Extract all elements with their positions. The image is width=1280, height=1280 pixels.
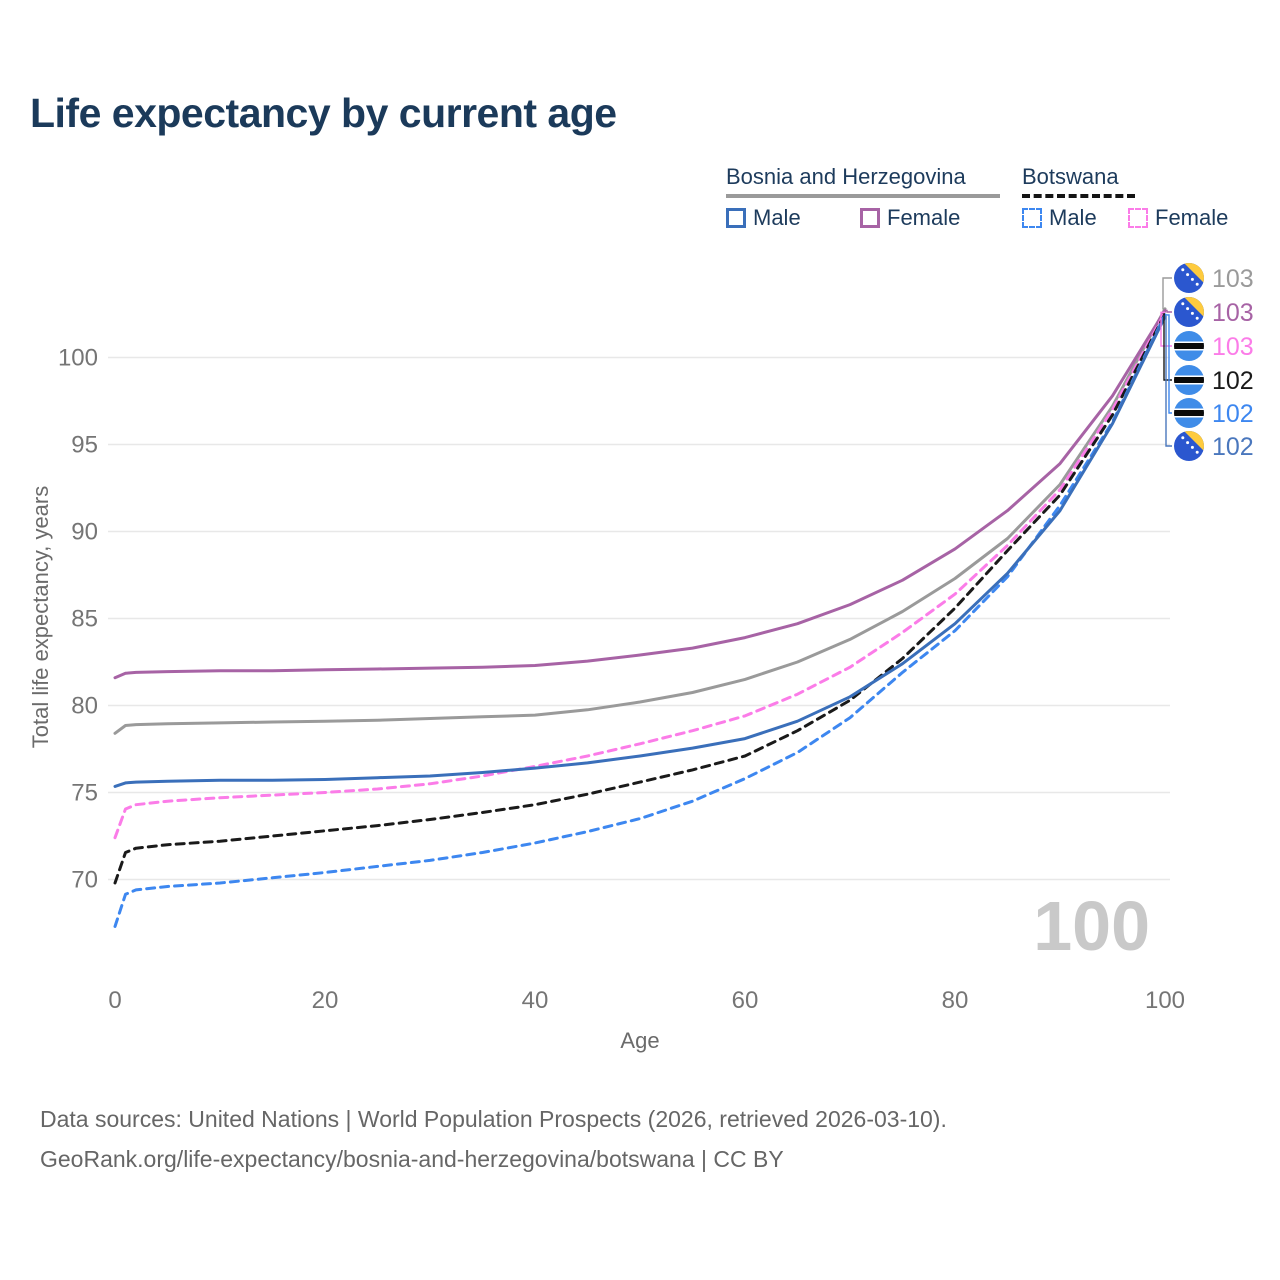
- series-line-bosnia-and-herzegovina-male: [113, 315, 1167, 788]
- end-value-label-2: 103: [1212, 333, 1254, 361]
- legend-item-botswana-female[interactable]: Female: [1128, 205, 1228, 231]
- series-line-bosnia-and-herzegovina-all: [113, 307, 1167, 735]
- legend-item-bosnia-male[interactable]: Male: [726, 205, 801, 231]
- series-line-botswana-female: [113, 310, 1167, 840]
- series-line-bosnia-and-herzegovina-female: [113, 309, 1167, 680]
- legend-country-botswana: Botswana: [1022, 164, 1119, 189]
- x-tick-label-80: 80: [942, 987, 969, 1014]
- x-tick-label-40: 40: [522, 987, 549, 1014]
- series-line-botswana-male: [113, 313, 1167, 928]
- leader-line-0: [1162, 277, 1172, 310]
- flag-icon-bosnia-and-herzegovina: [1174, 297, 1204, 327]
- y-tick-label-75: 75: [71, 780, 98, 807]
- legend-swatch-bosnia-male: [726, 208, 746, 228]
- legend-item-botswana-male[interactable]: Male: [1022, 205, 1097, 231]
- y-tick-label-85: 85: [71, 606, 98, 633]
- legend-label-bosnia-female: Female: [887, 205, 961, 230]
- leader-line-3: [1163, 313, 1172, 381]
- legend-underline-bosnia: [726, 194, 1000, 198]
- end-value-label-4: 102: [1212, 400, 1254, 428]
- legend-label-botswana-female: Female: [1155, 205, 1229, 230]
- flag-icon-bosnia-and-herzegovina: [1174, 263, 1204, 293]
- age-counter-watermark: 100: [1033, 887, 1150, 965]
- x-tick-label-20: 20: [312, 987, 339, 1014]
- flag-icon-botswana: [1174, 331, 1204, 361]
- y-tick-label-95: 95: [71, 432, 98, 459]
- leader-line-5: [1165, 315, 1172, 447]
- footer-attribution: GeoRank.org/life-expectancy/bosnia-and-h…: [40, 1146, 784, 1172]
- legend-swatch-bosnia-female: [860, 208, 880, 228]
- footer-data-sources: Data sources: United Nations | World Pop…: [40, 1106, 947, 1132]
- legend-label-bosnia-male: Male: [753, 205, 801, 230]
- leader-line-4: [1165, 314, 1172, 414]
- series-line-botswana-all: [113, 312, 1167, 885]
- y-tick-label-80: 80: [71, 693, 98, 720]
- x-tick-label-100: 100: [1145, 987, 1185, 1014]
- legend-country-bosnia: Bosnia and Herzegovina: [726, 164, 966, 189]
- legend-swatch-botswana-male: [1022, 208, 1042, 228]
- chart-title: Life expectancy by current age: [30, 90, 617, 136]
- legend-item-bosnia-female[interactable]: Female: [860, 205, 960, 231]
- y-tick-label-90: 90: [71, 519, 98, 546]
- end-value-label-5: 102: [1212, 433, 1254, 461]
- end-value-label-1: 103: [1212, 299, 1254, 327]
- flag-icon-botswana: [1174, 365, 1204, 395]
- x-tick-label-0: 0: [108, 987, 121, 1014]
- legend-underline-botswana: [1022, 194, 1135, 198]
- y-tick-label-70: 70: [71, 867, 98, 894]
- flag-icon-botswana: [1174, 398, 1204, 428]
- end-value-label-0: 103: [1212, 265, 1254, 293]
- end-value-label-3: 102: [1212, 367, 1254, 395]
- y-tick-label-100: 100: [58, 345, 98, 372]
- x-tick-label-60: 60: [732, 987, 759, 1014]
- leader-line-1: [1165, 309, 1172, 313]
- flag-icon-bosnia-and-herzegovina: [1174, 431, 1204, 461]
- legend-swatch-botswana-female: [1128, 208, 1148, 228]
- y-axis-title: Total life expectancy, years: [28, 486, 53, 749]
- legend-label-botswana-male: Male: [1049, 205, 1097, 230]
- x-axis-title: Age: [620, 1028, 659, 1053]
